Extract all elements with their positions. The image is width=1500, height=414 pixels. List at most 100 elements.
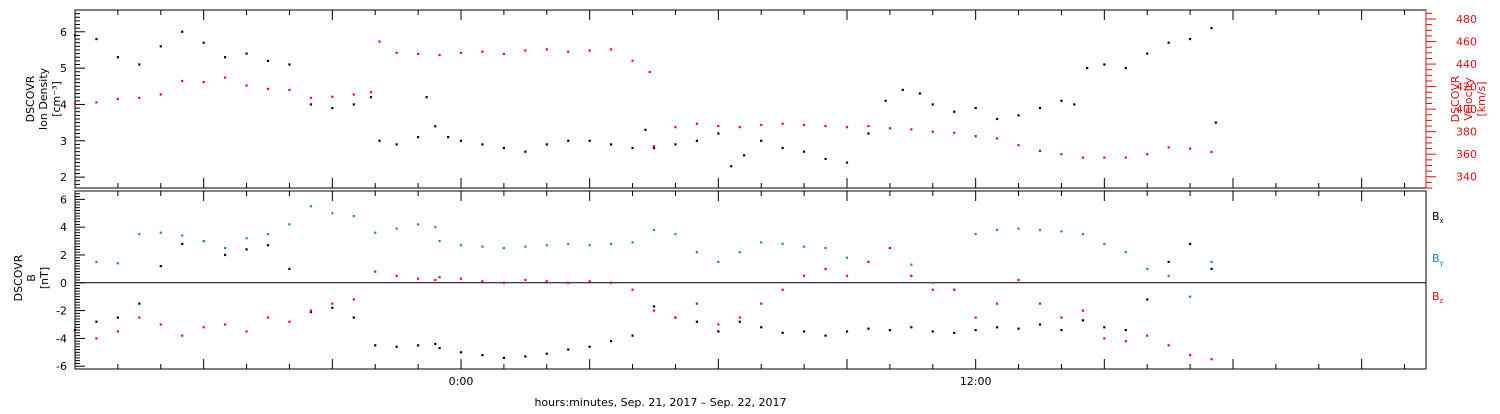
data-point (309, 103, 312, 106)
data-point (610, 340, 613, 343)
data-point (1146, 334, 1149, 337)
data-point (459, 139, 463, 142)
density-series-0 (73, 27, 1217, 168)
data-point (631, 241, 634, 244)
data-point (202, 41, 205, 44)
data-point (931, 103, 934, 106)
data-point (1146, 153, 1149, 156)
data-point (867, 327, 870, 330)
data-point (245, 52, 248, 55)
data-point (845, 256, 849, 259)
legend-label: B (1432, 210, 1440, 223)
data-point (395, 143, 398, 146)
data-point (588, 345, 591, 348)
data-point (996, 117, 999, 121)
data-point (1103, 63, 1106, 66)
top-panel-frame (74, 9, 1427, 189)
data-point (845, 126, 849, 129)
data-point (567, 242, 570, 245)
data-point (288, 88, 291, 92)
data-point (717, 323, 720, 326)
data-point (425, 96, 428, 99)
data-point (1124, 156, 1127, 159)
data-point (974, 135, 977, 138)
data-point (331, 106, 334, 110)
data-point (738, 126, 741, 129)
data-point (781, 331, 784, 334)
data-point (159, 231, 162, 234)
data-point (459, 351, 463, 354)
data-point (181, 30, 184, 33)
data-point (610, 242, 613, 245)
data-point (95, 320, 98, 323)
data-point (631, 146, 634, 150)
data-point (1081, 233, 1084, 236)
data-point (738, 320, 741, 323)
data-point (695, 320, 698, 323)
data-point (1060, 316, 1063, 319)
y-label-b-line: B (25, 274, 38, 282)
y-right-tick-label: 420 (1456, 81, 1477, 94)
data-point (202, 81, 205, 84)
data-point (888, 246, 891, 250)
data-point (224, 246, 227, 250)
data-point (610, 48, 613, 51)
data-point (95, 260, 98, 264)
y-label-b: DSCOVR B [nT] (12, 254, 51, 301)
data-point (588, 244, 591, 247)
data-point (481, 353, 484, 357)
data-point (159, 323, 162, 326)
data-point (931, 330, 934, 333)
y-left-label: DSCOVR Ion Density [cm⁻³] (24, 67, 63, 130)
data-point (417, 277, 420, 280)
data-point (288, 63, 291, 66)
data-point (224, 323, 227, 326)
data-point (824, 334, 827, 337)
data-point (524, 355, 527, 358)
y-right-tick-label: 480 (1456, 13, 1477, 26)
data-point (502, 146, 505, 150)
legend-item-y: By (1432, 252, 1444, 267)
data-point (730, 165, 733, 168)
data-point (224, 56, 227, 59)
data-point (138, 233, 141, 236)
y-tick-label: -4 (56, 332, 67, 345)
data-point (1124, 340, 1127, 343)
data-point (910, 128, 913, 131)
data-point (417, 223, 420, 226)
data-point (502, 281, 505, 284)
data-point (369, 96, 373, 99)
data-point (695, 122, 698, 125)
data-point (760, 139, 763, 142)
data-point (781, 242, 784, 245)
data-point (717, 124, 720, 128)
data-point (224, 253, 227, 257)
data-point (996, 302, 999, 305)
data-point (610, 143, 613, 146)
data-point (652, 146, 656, 150)
y-right-tick-label: 380 (1456, 126, 1477, 139)
y-tick-label: -2 (56, 305, 67, 318)
y-left-label-line: DSCOVR (24, 75, 37, 122)
data-point (567, 50, 570, 53)
data-point (631, 334, 634, 337)
data-point (1189, 37, 1192, 41)
data-point (116, 56, 119, 59)
data-point (1167, 146, 1170, 149)
data-point (803, 150, 806, 153)
y-tick-label: 2 (60, 249, 67, 262)
data-point (953, 110, 956, 113)
data-point (116, 262, 119, 265)
data-point (803, 330, 806, 333)
data-point (438, 53, 441, 57)
data-point (760, 241, 763, 244)
legend-label: B (1432, 290, 1440, 303)
data-point (309, 205, 312, 208)
data-point (824, 246, 827, 250)
magnetic-field-series-2 (73, 246, 1213, 361)
data-point (116, 97, 119, 101)
data-point (1189, 147, 1192, 150)
data-point (1146, 52, 1149, 55)
data-point (288, 223, 291, 226)
y-right-label: DSCOVR Velocity [km/s] (1449, 75, 1488, 122)
